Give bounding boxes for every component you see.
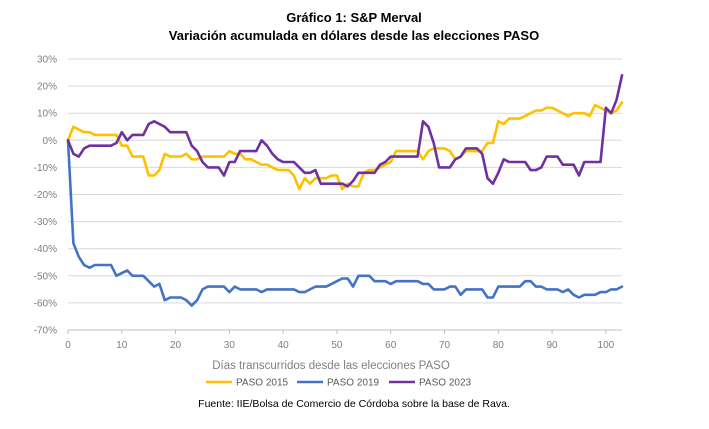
x-tick-label: 20 (170, 340, 182, 351)
x-tick-label: 80 (493, 340, 505, 351)
y-tick-label: -20% (34, 190, 57, 201)
y-tick-label: 30% (37, 55, 57, 66)
legend: PASO 2015 PASO 2019 PASO 2023 (206, 378, 472, 389)
y-tick-label: -60% (34, 298, 57, 309)
y-tick-label: -30% (34, 217, 57, 228)
y-tick-label: 20% (37, 82, 57, 93)
legend-label: PASO 2023 (419, 378, 472, 389)
series-line-paso-2015 (66, 101, 624, 191)
y-tick-label: 10% (37, 109, 57, 120)
x-tick-label: 60 (385, 340, 397, 351)
x-tick-label: 30 (224, 340, 236, 351)
x-tick-label: 10 (116, 340, 128, 351)
series-line-paso-2023 (66, 74, 624, 188)
x-tick-label: 50 (331, 340, 343, 351)
x-tick-label: 100 (598, 340, 615, 351)
series-lines (66, 74, 624, 307)
chart-source: Fuente: IIE/Bolsa de Comercio de Córdoba… (198, 398, 510, 410)
x-tick-label: 70 (439, 340, 451, 351)
y-tick-label: -40% (34, 244, 57, 255)
y-tick-label: -10% (34, 163, 57, 174)
series-line-paso-2019 (66, 139, 624, 307)
legend-label: PASO 2019 (327, 378, 380, 389)
x-axis: 0 10 20 30 40 50 60 70 80 90 100 (65, 329, 622, 351)
chart-title: Gráfico 1: S&P Merval (286, 10, 422, 25)
x-tick-label: 90 (547, 340, 559, 351)
y-tick-label: -70% (34, 326, 57, 337)
y-tick-label: -50% (34, 271, 57, 282)
gridlines (68, 58, 622, 331)
y-tick-label: 0% (43, 136, 58, 147)
x-tick-label: 40 (278, 340, 290, 351)
y-axis-tick-labels: 30% 20% 10% 0% -10% -20% -30% -40% -50% -60% -70% (34, 55, 57, 337)
chart-subtitle: Variación acumulada en dólares desde las… (169, 28, 539, 43)
x-axis-title: Días transcurridos desde las elecciones … (212, 360, 450, 372)
x-tick-label: 0 (65, 340, 71, 351)
legend-label: PASO 2015 (236, 378, 289, 389)
